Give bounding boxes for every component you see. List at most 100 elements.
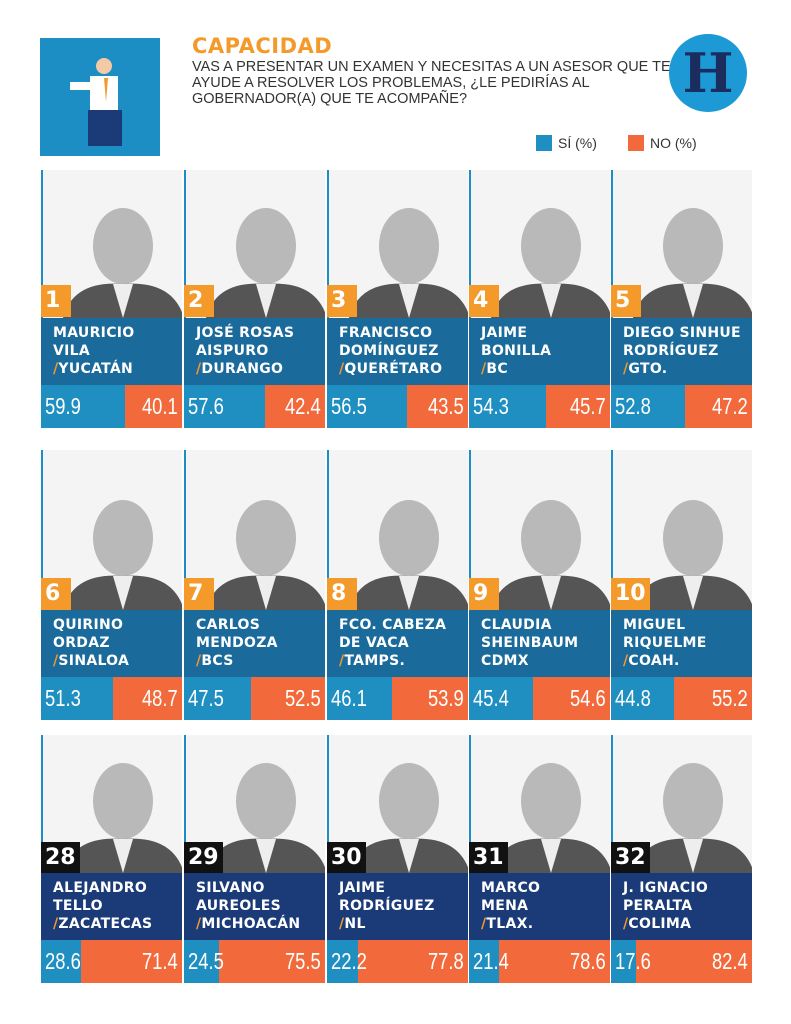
name-line-2: BONILLA (481, 343, 552, 359)
result-bar: 44.8 55.2 (611, 677, 752, 720)
portrait-icon (491, 500, 610, 610)
name-line-2: PERALTA (623, 898, 693, 914)
name-line-2: DE VACA (339, 635, 409, 651)
portrait-icon (349, 208, 468, 318)
name-line-1: MARCO (481, 880, 541, 896)
slash-accent: / (196, 916, 202, 932)
state-label: /BC (481, 360, 610, 378)
si-value: 24.5 (188, 948, 224, 974)
slash-accent: / (196, 653, 202, 669)
name-line-1: CLAUDIA (481, 617, 552, 633)
rank-badge: 4 (469, 285, 499, 317)
state-label: /DURANGO (196, 360, 325, 378)
state-name: NL (344, 916, 366, 932)
result-bar: 59.9 40.1 (41, 385, 182, 428)
si-bar-fill (327, 677, 392, 720)
slash-accent: / (196, 361, 202, 377)
governor-photo (327, 735, 468, 873)
slash-accent: / (339, 653, 345, 669)
no-value: 75.5 (285, 948, 321, 974)
si-value: 45.4 (473, 685, 509, 711)
rank-badge: 5 (611, 285, 641, 317)
state-name: ZACATECAS (58, 916, 153, 932)
rank-badge: 28 (41, 842, 80, 874)
name-line-2: MENA (481, 898, 529, 914)
si-value: 57.6 (188, 393, 224, 419)
name-line-1: JAIME (481, 325, 528, 341)
state-label: /GTO. (623, 360, 752, 378)
name-line-2: AUREOLES (196, 898, 281, 914)
si-bar-fill (327, 940, 359, 983)
legend-si: SÍ (%) (536, 135, 597, 151)
governor-name: MIGUEL RIQUELME /COAH. (611, 610, 752, 677)
governor-name: JOSÉ ROSAS AISPURO /DURANGO (184, 318, 325, 385)
state-label: /COAH. (623, 652, 752, 670)
result-bar: 54.3 45.7 (469, 385, 610, 428)
no-value: 47.2 (712, 393, 748, 419)
state-name: MICHOACÁN (201, 916, 301, 932)
portrait-icon (491, 208, 610, 318)
governor-photo (469, 450, 610, 610)
rank-badge: 2 (184, 285, 214, 317)
state-name: BC (486, 361, 508, 377)
state-label: /BCS (196, 652, 325, 670)
state-name: TLAX. (486, 916, 534, 932)
state-name: TAMPS. (344, 653, 406, 669)
governor-name: SILVANO AUREOLES /MICHOACÁN (184, 873, 325, 940)
legend-label-no: NO (%) (650, 135, 697, 151)
name-line-1: J. IGNACIO (623, 880, 709, 896)
result-bar: 56.5 43.5 (327, 385, 468, 428)
rank-badge: 3 (327, 285, 357, 317)
governor-name: DIEGO SINHUE RODRÍGUEZ /GTO. (611, 318, 752, 385)
state-label: /TAMPS. (339, 652, 468, 670)
result-bar: 21.4 78.6 (469, 940, 610, 983)
portrait-icon (633, 208, 752, 318)
result-bar: 57.6 42.4 (184, 385, 325, 428)
si-value: 47.5 (188, 685, 224, 711)
governor-name: CARLOS MENDOZA /BCS (184, 610, 325, 677)
portrait-icon (206, 208, 325, 318)
name-line-2: ORDAZ (53, 635, 110, 651)
name-line-2: RODRÍGUEZ (339, 898, 435, 914)
si-bar-fill (184, 677, 251, 720)
slash-accent: / (53, 361, 59, 377)
si-value: 21.4 (473, 948, 509, 974)
slash-accent: / (623, 916, 629, 932)
si-value: 56.5 (331, 393, 367, 419)
result-bar: 24.5 75.5 (184, 940, 325, 983)
hero-illustration (40, 38, 160, 156)
governor-photo (469, 170, 610, 318)
portrait-icon (349, 763, 468, 873)
state-label: /ZACATECAS (53, 915, 182, 933)
name-line-1: FRANCISCO (339, 325, 433, 341)
legend-swatch-si (536, 135, 552, 151)
slash-accent: / (339, 361, 345, 377)
si-bar-fill (611, 677, 675, 720)
portrait-icon (633, 500, 752, 610)
si-bar-fill (41, 677, 114, 720)
portrait-icon (206, 763, 325, 873)
portrait-icon (349, 500, 468, 610)
si-bar-fill (184, 940, 219, 983)
no-value: 55.2 (712, 685, 748, 711)
si-value: 52.8 (615, 393, 651, 419)
name-line-1: SILVANO (196, 880, 265, 896)
name-line-1: QUIRINO (53, 617, 124, 633)
name-line-2: RODRÍGUEZ (623, 343, 719, 359)
name-line-1: MAURICIO (53, 325, 135, 341)
state-label: /YUCATÁN (53, 360, 182, 378)
governor-name: ALEJANDRO TELLO /ZACATECAS (41, 873, 182, 940)
result-bar: 47.5 52.5 (184, 677, 325, 720)
governor-name: JAIME BONILLA /BC (469, 318, 610, 385)
governor-name: FRANCISCO DOMÍNGUEZ /QUERÉTARO (327, 318, 468, 385)
no-value: 53.9 (428, 685, 464, 711)
state-label: /NL (339, 915, 468, 933)
name-line-2: RIQUELME (623, 635, 707, 651)
result-bar: 17.6 82.4 (611, 940, 752, 983)
rank-badge: 29 (184, 842, 223, 874)
no-value: 71.4 (142, 948, 178, 974)
name-line-2: MENDOZA (196, 635, 278, 651)
si-bar-fill (469, 385, 546, 428)
si-bar-fill (469, 940, 500, 983)
rank-badge: 1 (41, 285, 71, 317)
